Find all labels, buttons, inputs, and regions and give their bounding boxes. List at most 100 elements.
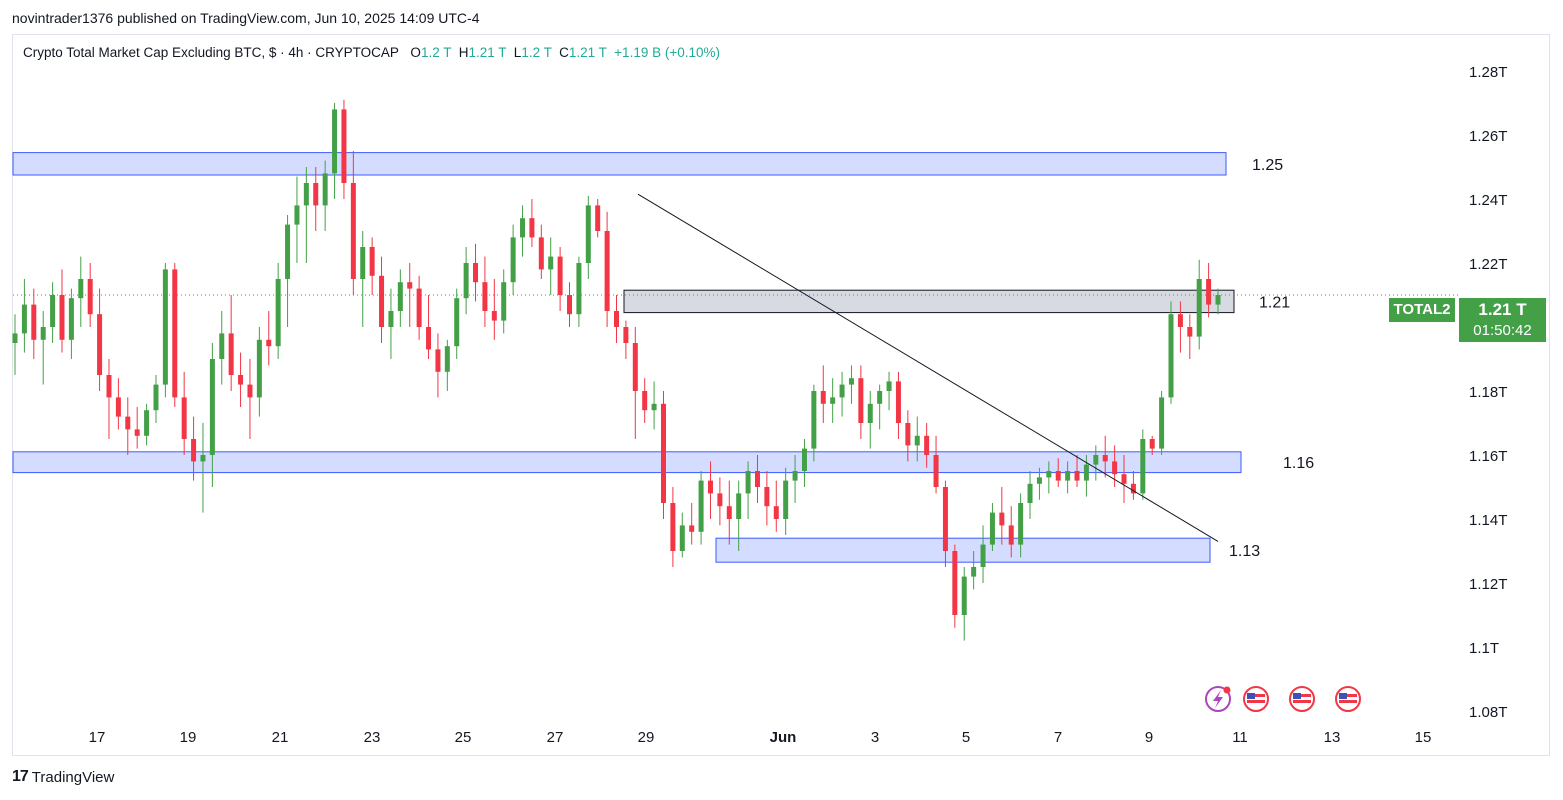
candle xyxy=(266,311,272,366)
candle xyxy=(529,199,535,247)
candle xyxy=(623,320,629,359)
candle xyxy=(219,311,225,385)
candle xyxy=(1187,314,1193,359)
candle xyxy=(858,365,864,439)
candle xyxy=(1196,259,1202,350)
candle xyxy=(745,461,751,519)
candle xyxy=(1177,301,1183,353)
candle xyxy=(764,471,770,526)
candle xyxy=(256,327,262,417)
candle xyxy=(1055,458,1061,487)
candle xyxy=(557,247,563,311)
publish-info: novintrader1376 published on TradingView… xyxy=(12,10,480,26)
high-value: 1.21 T xyxy=(468,45,507,60)
zone-label: 1.13 xyxy=(1229,543,1260,560)
candle xyxy=(238,352,244,407)
candle xyxy=(444,339,450,391)
zone-1.13 xyxy=(715,537,1211,563)
candle xyxy=(407,263,413,327)
candle xyxy=(332,103,338,199)
x-tick-label: 13 xyxy=(1324,729,1341,746)
us-flag-event-icon[interactable] xyxy=(1335,686,1361,712)
candle xyxy=(454,288,460,359)
candle xyxy=(567,282,573,327)
candle xyxy=(933,435,939,494)
candle xyxy=(867,391,873,449)
candle xyxy=(21,279,27,353)
candle xyxy=(886,371,892,411)
candle xyxy=(1008,506,1014,558)
candle xyxy=(773,480,779,532)
x-tick-label: 11 xyxy=(1232,729,1248,746)
candle xyxy=(595,199,601,238)
candle xyxy=(510,224,516,295)
candle xyxy=(12,314,18,375)
candle xyxy=(989,503,995,551)
open-label: O xyxy=(410,45,421,60)
zone-1.16 xyxy=(12,451,1242,474)
candles-layer xyxy=(12,99,1221,641)
zone-1.25 xyxy=(12,152,1227,176)
y-tick-label: 1.1T xyxy=(1469,640,1499,657)
candle xyxy=(1215,288,1221,315)
footer: 17 TradingView xyxy=(12,768,114,786)
candle xyxy=(651,381,657,430)
lightning-event-icon[interactable] xyxy=(1205,686,1231,712)
candle xyxy=(473,243,479,302)
candle xyxy=(97,288,103,391)
candle xyxy=(670,487,676,567)
candle xyxy=(322,160,328,231)
candle xyxy=(698,471,704,545)
candle xyxy=(660,391,666,519)
x-tick-label: 3 xyxy=(871,729,879,746)
x-axis: 17 19 21 23 25 27 29 Jun 3 5 7 9 11 13 15 xyxy=(89,729,1432,746)
candle xyxy=(971,551,977,590)
tradingview-logo-icon: 17 xyxy=(12,768,29,785)
candle xyxy=(125,397,131,455)
candle xyxy=(1121,455,1127,503)
us-flag-event-icon[interactable] xyxy=(1243,686,1269,712)
candle xyxy=(811,384,817,462)
candle xyxy=(313,167,319,231)
candle xyxy=(1102,435,1108,478)
candle xyxy=(501,269,507,334)
candle xyxy=(463,247,469,315)
candle xyxy=(1036,467,1042,500)
candle xyxy=(839,371,845,417)
candle xyxy=(228,295,234,391)
zone-label: 1.25 xyxy=(1252,157,1283,174)
x-tick-label: 7 xyxy=(1054,729,1062,746)
candle xyxy=(707,461,713,519)
change-value: +1.19 B (+0.10%) xyxy=(614,45,720,60)
candle xyxy=(181,371,187,455)
candle xyxy=(172,263,178,407)
candle xyxy=(1083,455,1089,497)
candle xyxy=(31,288,37,359)
chart-legend: Crypto Total Market Cap Excluding BTC, $… xyxy=(23,45,720,60)
us-flag-event-icon[interactable] xyxy=(1289,686,1315,712)
candle xyxy=(792,455,798,503)
x-tick-label: 27 xyxy=(547,729,564,746)
candle xyxy=(1074,455,1080,487)
candle xyxy=(999,487,1005,545)
candle xyxy=(924,423,930,468)
zone-1.21 xyxy=(623,289,1235,314)
candle xyxy=(491,279,497,340)
candle xyxy=(1168,301,1174,404)
candle xyxy=(830,378,836,423)
candle xyxy=(905,410,911,462)
candle xyxy=(247,359,253,439)
candle xyxy=(820,365,826,423)
candle xyxy=(294,176,300,263)
candle xyxy=(1130,471,1136,500)
x-tick-label: 19 xyxy=(180,729,197,746)
candle xyxy=(397,269,403,327)
last-price: 1.21 T xyxy=(1478,300,1527,319)
low-label: L xyxy=(513,45,522,60)
symbol-description: Crypto Total Market Cap Excluding BTC, $… xyxy=(23,45,399,60)
candle xyxy=(50,282,56,343)
high-label: H xyxy=(458,45,469,60)
candle xyxy=(360,231,366,327)
candle xyxy=(1046,461,1052,494)
